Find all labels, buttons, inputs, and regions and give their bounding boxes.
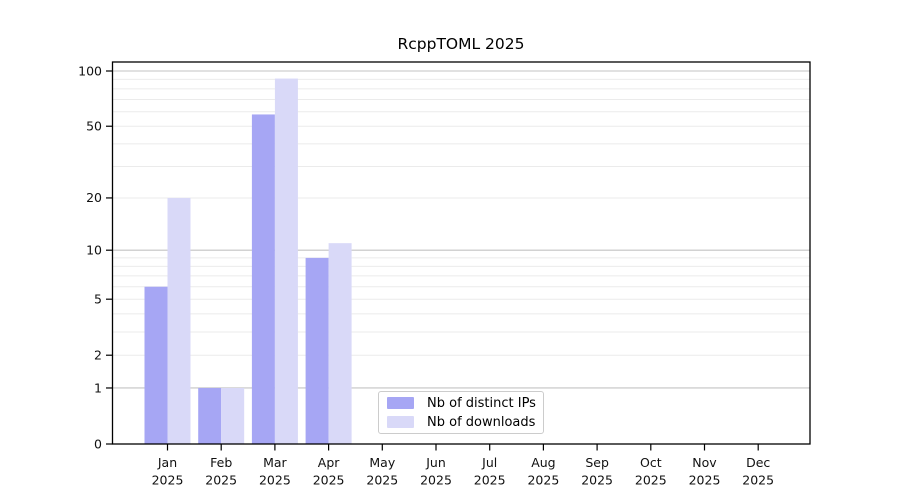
bar-downloads-mar: [274, 78, 298, 444]
y-label-10: 10: [86, 242, 102, 257]
x-label-year-nov: 2025: [689, 473, 721, 488]
x-label-month-feb: Feb: [210, 455, 232, 470]
legend-item-distinct-ips: Nb of distinct IPs: [387, 395, 536, 411]
legend-label-distinct-ips: Nb of distinct IPs: [427, 395, 536, 411]
x-label-year-apr: 2025: [313, 473, 345, 488]
bar-downloads-jan: [167, 197, 191, 444]
x-label-month-dec: Dec: [746, 455, 770, 470]
x-label-month-sep: Sep: [585, 455, 609, 470]
y-label-20: 20: [86, 190, 102, 205]
x-label-year-oct: 2025: [635, 473, 667, 488]
y-label-50: 50: [86, 119, 102, 134]
x-label-year-feb: 2025: [205, 473, 237, 488]
x-label-month-jan: Jan: [157, 455, 177, 470]
x-label-month-aug: Aug: [531, 455, 555, 470]
x-label-month-apr: Apr: [318, 455, 340, 470]
bar-distinct-ips-feb: [198, 387, 222, 444]
bar-distinct-ips-jan: [144, 286, 168, 444]
bar-downloads-feb: [221, 387, 245, 444]
x-label-month-oct: Oct: [640, 455, 662, 470]
bar-distinct-ips-apr: [305, 257, 329, 444]
legend-item-downloads: Nb of downloads: [387, 414, 535, 430]
y-label-100: 100: [78, 63, 102, 78]
legend: Nb of distinct IPs Nb of downloads: [378, 391, 544, 434]
x-label-month-mar: Mar: [263, 455, 287, 470]
y-label-5: 5: [94, 291, 102, 306]
chart-title: RcppTOML 2025: [397, 35, 525, 53]
plot-border: [111, 61, 811, 445]
x-label-year-may: 2025: [366, 473, 398, 488]
bar-downloads-apr: [328, 243, 352, 444]
x-label-year-mar: 2025: [259, 473, 291, 488]
y-label-0: 0: [94, 436, 102, 451]
x-label-year-dec: 2025: [742, 473, 774, 488]
x-label-month-nov: Nov: [692, 455, 717, 470]
x-label-month-jul: Jul: [481, 455, 497, 470]
x-label-year-jul: 2025: [474, 473, 506, 488]
bar-distinct-ips-mar: [251, 114, 275, 445]
legend-label-downloads: Nb of downloads: [427, 414, 536, 430]
x-label-month-jun: Jun: [425, 455, 446, 470]
x-label-month-may: May: [369, 455, 395, 470]
y-label-2: 2: [94, 348, 102, 363]
legend-swatch-distinct-ips: [387, 397, 414, 409]
x-label-year-aug: 2025: [527, 473, 559, 488]
x-label-year-jun: 2025: [420, 473, 452, 488]
legend-swatch-downloads: [387, 416, 414, 428]
x-label-year-jan: 2025: [152, 473, 184, 488]
x-label-year-sep: 2025: [581, 473, 613, 488]
y-label-1: 1: [94, 380, 102, 395]
